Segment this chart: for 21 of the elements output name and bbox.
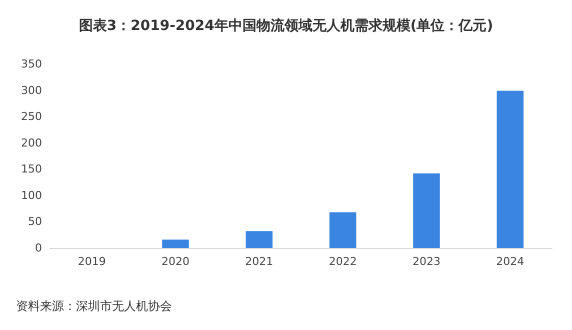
x-tick-label: 2022 [328,255,357,268]
chart-title: 图表3：2019-2024年中国物流领域无人机需求规模(单位：亿元) [78,17,494,34]
y-tick-label: 0 [35,242,42,254]
bar [246,231,273,248]
x-tick-label: 2023 [412,255,440,268]
y-tick-label: 300 [21,84,42,97]
x-tick-label: 2021 [245,255,274,268]
text: 资料来源：深圳市无人机协会 [16,299,172,313]
bar [329,212,356,248]
x-tick-label: 2019 [78,255,106,268]
y-tick-label: 150 [21,162,42,176]
y-tick-label: 250 [21,110,42,124]
y-tick-label: 350 [21,58,42,70]
y-tick-label: 50 [28,215,42,228]
y-tick-label: 200 [21,136,42,150]
bar [162,240,189,248]
bar [496,90,524,248]
x-tick-label: 2020 [162,255,190,268]
y-tick-label: 100 [21,188,42,202]
x-tick-label: 2024 [496,255,524,268]
bar [413,173,440,248]
